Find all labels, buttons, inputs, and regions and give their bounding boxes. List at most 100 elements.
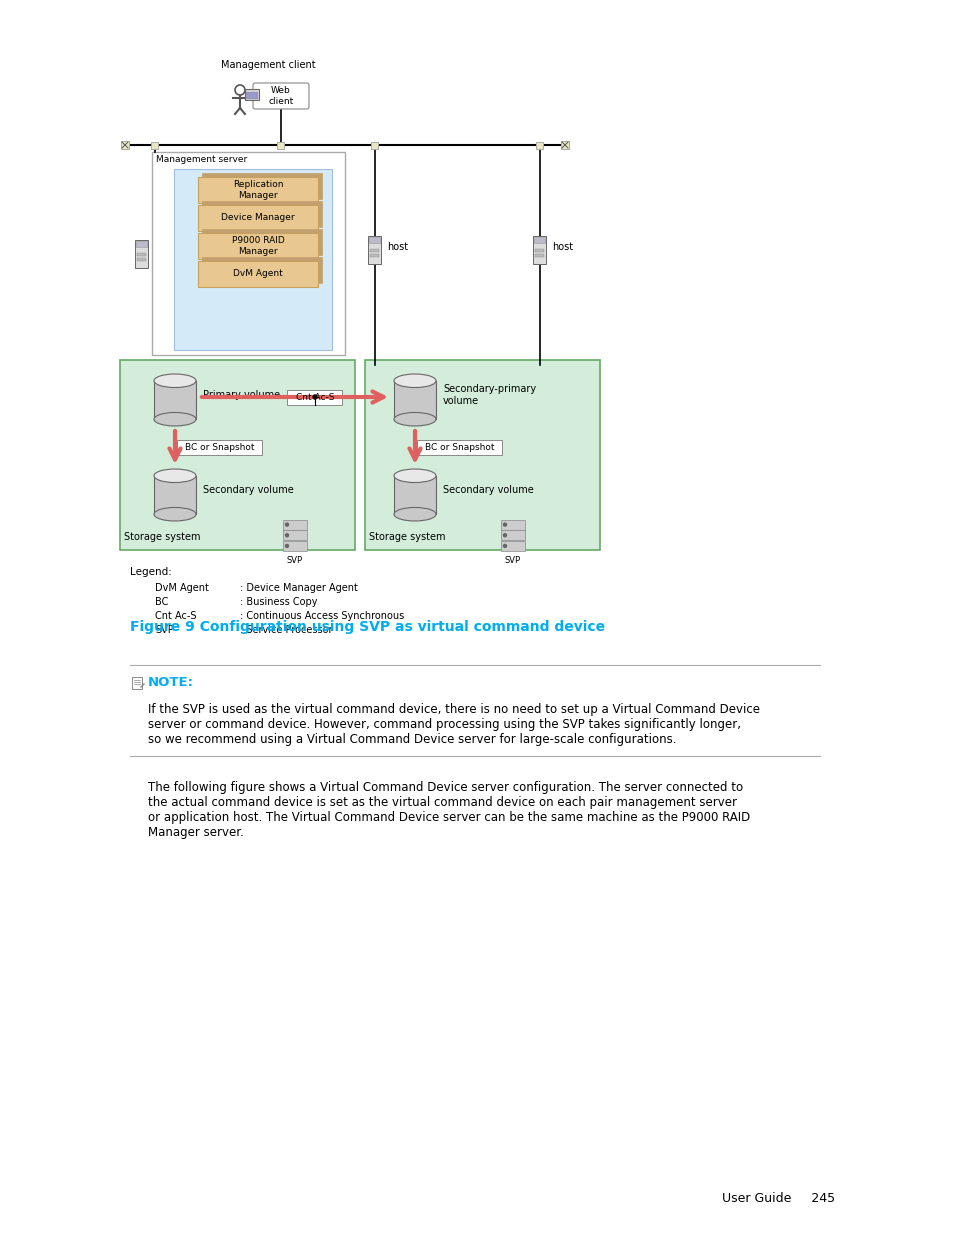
Bar xyxy=(137,252,147,256)
Bar xyxy=(121,141,129,149)
Bar xyxy=(245,89,258,100)
Text: Cnt Ac-S: Cnt Ac-S xyxy=(154,611,196,621)
Text: SVP: SVP xyxy=(504,556,520,564)
Text: Management server: Management server xyxy=(156,156,247,164)
Text: : Service Processor: : Service Processor xyxy=(240,625,333,635)
Bar xyxy=(370,249,379,252)
Ellipse shape xyxy=(394,374,436,388)
Text: Cnt Ac-S: Cnt Ac-S xyxy=(295,393,334,401)
Bar xyxy=(417,440,502,454)
Bar xyxy=(536,142,543,148)
Text: BC: BC xyxy=(154,597,168,606)
Bar xyxy=(136,241,148,247)
Bar xyxy=(535,249,544,252)
Text: Figure 9 Configuration using SVP as virtual command device: Figure 9 Configuration using SVP as virt… xyxy=(130,620,604,634)
Ellipse shape xyxy=(153,374,195,388)
Bar xyxy=(370,254,379,257)
Circle shape xyxy=(285,524,288,526)
Bar xyxy=(500,530,524,541)
Text: DvM Agent: DvM Agent xyxy=(154,583,209,593)
Ellipse shape xyxy=(394,412,436,426)
Bar xyxy=(153,380,195,419)
Bar xyxy=(198,177,317,203)
Circle shape xyxy=(313,395,316,399)
Text: SVP: SVP xyxy=(154,625,173,635)
Text: Legend:: Legend: xyxy=(130,567,172,577)
Text: server or command device. However, command processing using the SVP takes signif: server or command device. However, comma… xyxy=(148,718,740,731)
Bar xyxy=(202,228,322,254)
Text: the actual command device is set as the virtual command device on each pair mana: the actual command device is set as the … xyxy=(148,797,737,809)
Text: If the SVP is used as the virtual command device, there is no need to set up a V: If the SVP is used as the virtual comman… xyxy=(148,703,760,716)
Circle shape xyxy=(503,524,506,526)
Circle shape xyxy=(503,545,506,547)
Ellipse shape xyxy=(153,508,195,521)
Bar xyxy=(246,91,257,99)
Text: Device Manager: Device Manager xyxy=(221,214,294,222)
Text: Secondary volume: Secondary volume xyxy=(203,485,294,495)
Text: Secondary-primary
volume: Secondary-primary volume xyxy=(442,384,536,406)
Text: or application host. The Virtual Command Device server can be the same machine a: or application host. The Virtual Command… xyxy=(148,811,749,824)
Text: Manager server.: Manager server. xyxy=(148,826,244,839)
Bar xyxy=(500,541,524,551)
Bar xyxy=(173,169,332,350)
Bar xyxy=(198,205,317,231)
Bar xyxy=(277,142,284,148)
Text: SVP: SVP xyxy=(287,556,303,564)
Bar xyxy=(283,520,307,530)
Ellipse shape xyxy=(153,469,195,483)
Bar xyxy=(368,236,381,264)
Text: Secondary volume: Secondary volume xyxy=(442,485,533,495)
Text: Primary volume: Primary volume xyxy=(203,390,280,400)
Bar xyxy=(534,237,545,243)
Bar xyxy=(135,240,149,268)
Bar xyxy=(202,257,322,283)
Bar xyxy=(287,389,342,405)
Text: BC or Snapshot: BC or Snapshot xyxy=(185,443,254,452)
Text: The following figure shows a Virtual Command Device server configuration. The se: The following figure shows a Virtual Com… xyxy=(148,781,742,794)
Text: Storage system: Storage system xyxy=(124,532,200,542)
Text: Management client: Management client xyxy=(220,61,315,70)
Bar xyxy=(153,475,195,514)
Circle shape xyxy=(285,534,288,537)
Bar xyxy=(533,236,546,264)
Text: so we recommend using a Virtual Command Device server for large-scale configurat: so we recommend using a Virtual Command … xyxy=(148,734,676,746)
Bar xyxy=(132,677,142,689)
Text: host: host xyxy=(387,242,408,252)
Bar xyxy=(120,359,355,550)
Text: : Device Manager Agent: : Device Manager Agent xyxy=(240,583,357,593)
Bar xyxy=(365,359,599,550)
Circle shape xyxy=(234,85,245,95)
Text: P9000 RAID
Manager: P9000 RAID Manager xyxy=(232,236,284,256)
Text: Web
client: Web client xyxy=(268,86,294,106)
Text: : Business Copy: : Business Copy xyxy=(240,597,317,606)
Bar xyxy=(369,237,380,243)
Circle shape xyxy=(285,545,288,547)
Text: Replication
Manager: Replication Manager xyxy=(233,180,283,200)
Bar xyxy=(198,261,317,287)
FancyBboxPatch shape xyxy=(253,83,309,109)
Text: BC or Snapshot: BC or Snapshot xyxy=(425,443,495,452)
Bar xyxy=(202,173,322,199)
Bar xyxy=(152,152,345,354)
Bar xyxy=(283,530,307,541)
Text: : Continuous Access Synchronous: : Continuous Access Synchronous xyxy=(240,611,404,621)
Bar xyxy=(560,141,568,149)
Circle shape xyxy=(503,534,506,537)
Ellipse shape xyxy=(394,508,436,521)
Ellipse shape xyxy=(153,412,195,426)
Text: host: host xyxy=(552,242,573,252)
Bar xyxy=(202,201,322,227)
Bar xyxy=(198,233,317,259)
Bar xyxy=(394,380,436,419)
Bar xyxy=(152,142,158,148)
Text: User Guide     245: User Guide 245 xyxy=(721,1192,834,1205)
Bar xyxy=(394,475,436,514)
Text: DvM Agent: DvM Agent xyxy=(233,269,283,279)
Text: Storage system: Storage system xyxy=(369,532,445,542)
Ellipse shape xyxy=(394,469,436,483)
Bar xyxy=(283,541,307,551)
Bar xyxy=(371,142,378,148)
Bar xyxy=(500,520,524,530)
Bar xyxy=(137,258,147,261)
Bar xyxy=(535,254,544,257)
